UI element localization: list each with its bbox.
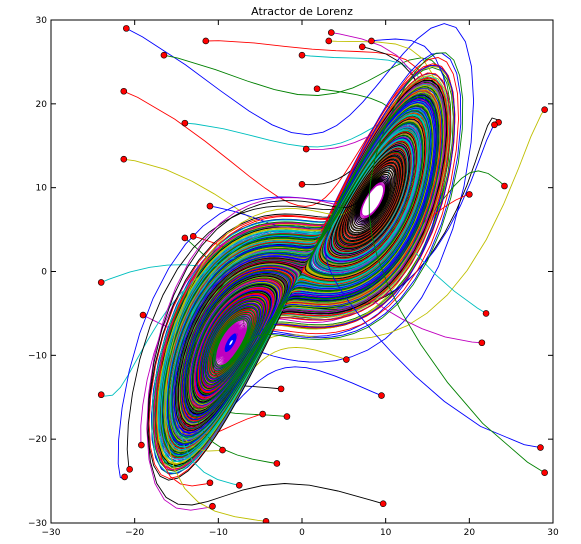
y-tick-label: 10 [36,184,48,194]
initial-point [181,234,189,242]
y-tick-label: 20 [36,100,48,110]
initial-point [206,479,214,487]
initial-point [537,444,544,451]
initial-point [160,51,168,59]
initial-point [491,121,498,129]
initial-point [327,29,335,36]
initial-point [482,310,490,317]
initial-point [121,473,128,481]
y-tick-label: 30 [36,16,48,26]
initial-point [219,446,226,454]
x-tick-label: 10 [380,528,392,538]
initial-point [259,410,266,418]
initial-point [126,466,133,473]
initial-point [97,391,105,399]
initial-point [313,85,321,93]
initial-point [97,279,105,286]
initial-point [139,311,147,319]
initial-point [181,119,189,127]
initial-point [358,43,366,51]
initial-point [298,51,306,59]
initial-point [209,502,216,510]
x-tick-label: 20 [464,528,476,538]
y-tick-label: −10 [28,351,47,361]
initial-point [189,232,197,240]
initial-point [343,356,350,363]
initial-point [123,25,130,32]
x-tick-label: −20 [125,528,144,538]
initial-point [202,37,210,45]
initial-point [478,339,486,347]
initial-point [262,518,270,523]
initial-point [206,202,214,210]
initial-point [541,469,548,477]
x-tick-label: 0 [299,528,305,538]
initial-point [466,191,473,198]
initial-point [378,392,385,399]
x-tick-label: 30 [547,528,559,538]
initial-point [235,481,243,489]
x-tick-label: −30 [42,528,61,538]
initial-point [277,385,285,393]
axes-layer: −30 −20 −10 0 10 20 30 −30 −20 −10 0 10 20 30 [28,16,559,538]
initial-point [138,441,145,449]
initial-point [273,460,281,467]
y-tick-label: −20 [28,435,47,445]
initial-point [298,181,306,188]
initial-point [302,145,310,153]
initial-point [379,500,387,508]
initial-point [501,182,508,190]
chart-title: Atractor de Lorenz [251,5,353,18]
initial-point [120,87,128,95]
initial-point [541,106,548,114]
trajectory-line [156,87,443,465]
initial-points-layer [97,25,548,523]
initial-point [368,37,375,45]
initial-point [120,155,128,163]
y-tick-label: −30 [28,519,47,529]
trajectory-layer [100,23,545,522]
trajectory-line [162,52,545,474]
initial-point [283,413,291,420]
y-tick-label: 0 [41,268,47,278]
initial-point [325,37,333,45]
x-tick-label: −10 [209,528,228,538]
